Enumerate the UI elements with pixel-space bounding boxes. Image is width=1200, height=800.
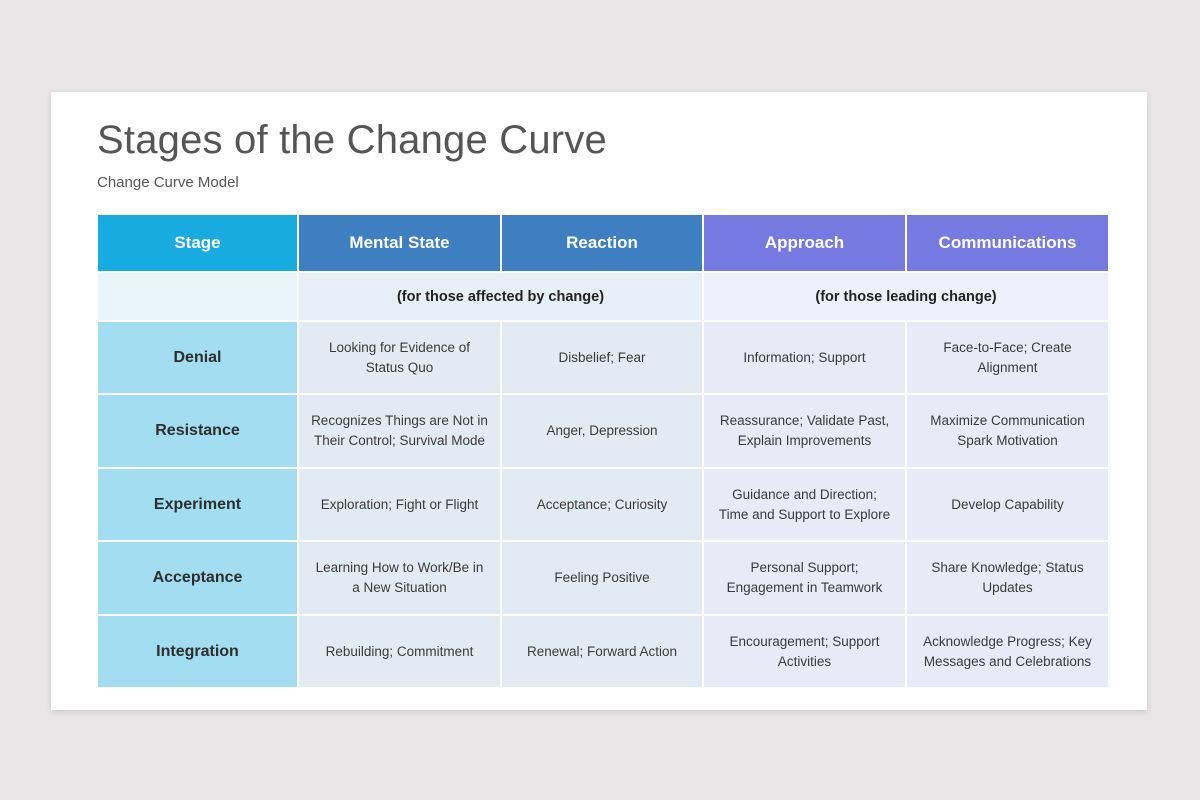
change-curve-table: Stage Mental State Reaction Approach Com… [98,215,1108,687]
group-label-affected: (for those affected by change) [299,273,702,320]
header-communications: Communications [907,215,1108,271]
cell-reaction: Feeling Positive [502,542,702,614]
header-approach: Approach [704,215,905,271]
cell-reaction: Acceptance; Curiosity [502,469,702,540]
cell-reaction: Disbelief; Fear [502,322,702,393]
slide-title: Stages of the Change Curve [97,118,607,162]
header-reaction: Reaction [502,215,702,271]
cell-approach: Information; Support [704,322,905,393]
group-label-leading: (for those leading change) [704,273,1108,320]
cell-communications: Face-to-Face; Create Alignment [907,322,1108,393]
cell-reaction: Anger, Depression [502,395,702,467]
cell-communications: Develop Capability [907,469,1108,540]
cell-mental-state: Looking for Evidence of Status Quo [299,322,500,393]
cell-approach: Reassurance; Validate Past, Explain Impr… [704,395,905,467]
cell-communications: Share Knowledge; Status Updates [907,542,1108,614]
row-stage-denial: Denial [98,322,297,393]
cell-mental-state: Recognizes Things are Not in Their Contr… [299,395,500,467]
cell-mental-state: Exploration; Fight or Flight [299,469,500,540]
cell-mental-state: Learning How to Work/Be in a New Situati… [299,542,500,614]
row-stage-integration: Integration [98,616,297,687]
cell-mental-state: Rebuilding; Commitment [299,616,500,687]
cell-communications: Acknowledge Progress; Key Messages and C… [907,616,1108,687]
cell-approach: Personal Support; Engagement in Teamwork [704,542,905,614]
group-label-empty [98,273,297,320]
header-mental-state: Mental State [299,215,500,271]
cell-reaction: Renewal; Forward Action [502,616,702,687]
row-stage-experiment: Experiment [98,469,297,540]
slide-subtitle: Change Curve Model [97,174,239,191]
cell-communications: Maximize Communication Spark Motivation [907,395,1108,467]
row-stage-acceptance: Acceptance [98,542,297,614]
row-stage-resistance: Resistance [98,395,297,467]
slide: Stages of the Change Curve Change Curve … [51,92,1147,710]
cell-approach: Guidance and Direction; Time and Support… [704,469,905,540]
header-stage: Stage [98,215,297,271]
cell-approach: Encouragement; Support Activities [704,616,905,687]
